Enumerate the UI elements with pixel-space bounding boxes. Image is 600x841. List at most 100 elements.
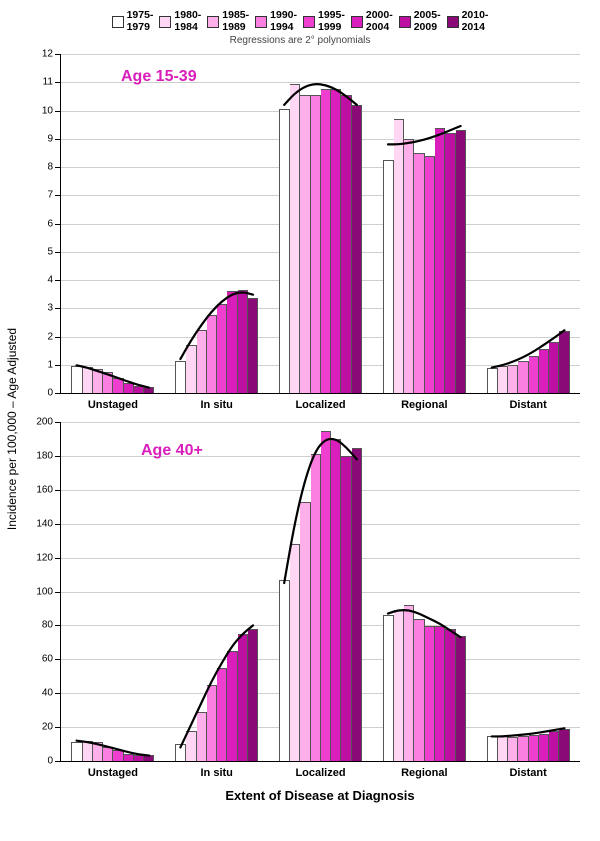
legend-label: 2005-2009 bbox=[414, 10, 441, 33]
y-tick-label: 0 bbox=[47, 756, 61, 767]
bar bbox=[311, 454, 321, 761]
bar bbox=[549, 731, 559, 762]
x-tick-label: Localized bbox=[295, 761, 345, 779]
bar-group bbox=[175, 629, 258, 761]
bar bbox=[383, 160, 394, 393]
bar-group bbox=[383, 119, 466, 393]
x-tick-label: In situ bbox=[200, 393, 232, 411]
y-tick-label: 6 bbox=[47, 218, 61, 229]
legend-label: 1990-1994 bbox=[270, 10, 297, 33]
bar bbox=[487, 736, 498, 761]
y-tick-label: 4 bbox=[47, 275, 61, 286]
bar bbox=[83, 367, 93, 393]
y-tick-label: 100 bbox=[36, 586, 61, 597]
legend-swatch bbox=[112, 16, 124, 28]
gridline bbox=[61, 422, 580, 423]
bar bbox=[539, 349, 549, 393]
bar bbox=[217, 304, 227, 393]
bar bbox=[227, 651, 237, 761]
bar bbox=[311, 95, 321, 393]
bar bbox=[559, 331, 569, 393]
legend-subtitle: Regressions are 2° polynomials bbox=[20, 35, 580, 46]
bar bbox=[539, 734, 549, 761]
y-tick-label: 2 bbox=[47, 331, 61, 342]
bar bbox=[134, 386, 144, 393]
legend-label: 1980-1984 bbox=[174, 10, 201, 33]
bar bbox=[425, 156, 435, 393]
legend-item: 1980-1984 bbox=[159, 10, 201, 33]
bar bbox=[529, 356, 539, 393]
bar-group bbox=[175, 290, 258, 393]
y-tick-label: 120 bbox=[36, 552, 61, 563]
bar bbox=[186, 731, 196, 762]
bar bbox=[227, 291, 237, 393]
bar bbox=[279, 109, 290, 393]
y-tick-label: 40 bbox=[42, 688, 61, 699]
y-tick-label: 11 bbox=[43, 77, 61, 88]
bar bbox=[71, 742, 82, 761]
bar bbox=[93, 742, 103, 761]
legend: 1975-19791980-19841985-19891990-19941995… bbox=[20, 10, 580, 33]
bar bbox=[425, 626, 435, 762]
x-tick-label: In situ bbox=[200, 761, 232, 779]
bar bbox=[300, 502, 310, 761]
bar bbox=[445, 133, 455, 393]
bar bbox=[207, 315, 217, 393]
bar bbox=[238, 634, 248, 761]
legend-swatch bbox=[399, 16, 411, 28]
bar bbox=[518, 736, 528, 761]
bar bbox=[559, 729, 569, 761]
bar-group bbox=[383, 605, 466, 761]
bar bbox=[331, 89, 341, 393]
y-tick-label: 9 bbox=[47, 133, 61, 144]
bar bbox=[113, 378, 123, 394]
x-tick-label: Regional bbox=[401, 761, 447, 779]
y-tick-label: 12 bbox=[42, 49, 61, 60]
bar bbox=[248, 298, 258, 393]
bar bbox=[435, 128, 445, 394]
y-tick-label: 180 bbox=[36, 450, 61, 461]
bar bbox=[456, 130, 466, 393]
legend-swatch bbox=[303, 16, 315, 28]
bar bbox=[508, 737, 518, 762]
y-tick-label: 140 bbox=[36, 518, 61, 529]
bar bbox=[290, 544, 300, 761]
x-tick-label: Regional bbox=[401, 393, 447, 411]
legend-swatch bbox=[159, 16, 171, 28]
bar bbox=[404, 139, 414, 393]
legend-label: 2000-2004 bbox=[366, 10, 393, 33]
bar bbox=[341, 95, 351, 393]
legend-label: 1995-1999 bbox=[318, 10, 345, 33]
bar bbox=[197, 712, 207, 761]
x-tick-label: Distant bbox=[509, 393, 546, 411]
bar bbox=[529, 735, 539, 761]
bar bbox=[487, 368, 498, 393]
bar bbox=[498, 736, 508, 761]
bar bbox=[290, 84, 300, 393]
x-axis-label: Extent of Disease at Diagnosis bbox=[60, 788, 580, 803]
bar bbox=[71, 366, 82, 393]
y-tick-label: 10 bbox=[42, 105, 61, 116]
bar bbox=[175, 361, 186, 393]
legend-swatch bbox=[255, 16, 267, 28]
y-tick-label: 80 bbox=[42, 620, 61, 631]
legend-item: 1990-1994 bbox=[255, 10, 297, 33]
bar-group bbox=[487, 729, 570, 761]
bar bbox=[175, 744, 186, 761]
bar bbox=[124, 383, 134, 393]
bar bbox=[352, 448, 362, 762]
bar bbox=[186, 345, 196, 393]
bar bbox=[394, 610, 404, 761]
legend-label: 1975-1979 bbox=[127, 10, 154, 33]
bar bbox=[83, 741, 93, 761]
bar bbox=[435, 626, 445, 762]
y-axis-label: Incidence per 100,000 – Age Adjusted bbox=[5, 328, 19, 530]
bar-group bbox=[71, 741, 154, 761]
bar-group bbox=[71, 366, 154, 393]
bar bbox=[217, 668, 227, 761]
bar bbox=[207, 685, 217, 761]
legend-item: 2010-2014 bbox=[447, 10, 489, 33]
legend-item: 2005-2009 bbox=[399, 10, 441, 33]
bar bbox=[238, 290, 248, 393]
y-tick-label: 0 bbox=[47, 388, 61, 399]
